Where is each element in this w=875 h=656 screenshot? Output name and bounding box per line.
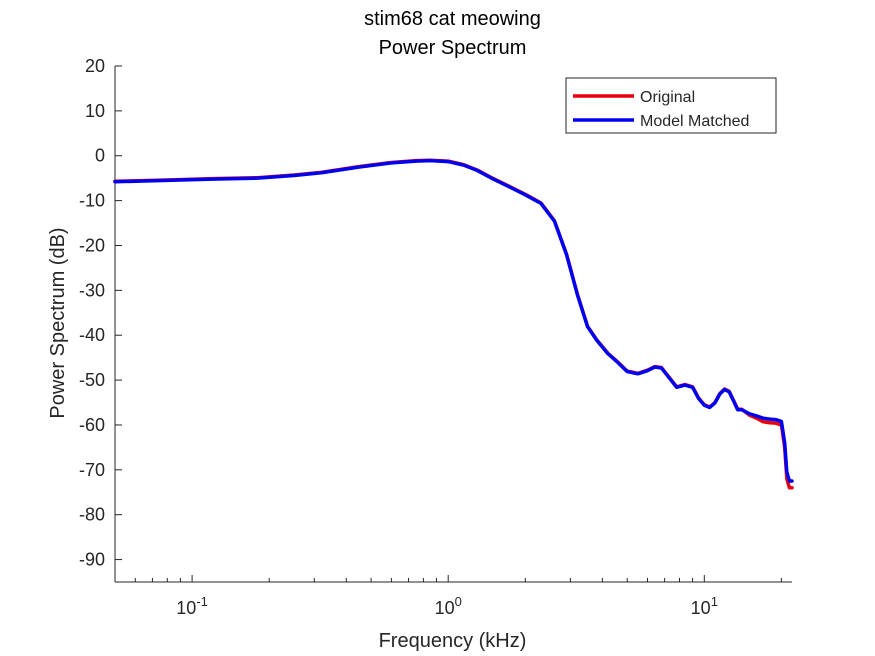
y-tick-label: -10 — [79, 191, 105, 211]
y-tick-label: -40 — [79, 325, 105, 345]
y-axis-label: Power Spectrum (dB) — [47, 227, 69, 419]
x-tick-label: 101 — [691, 594, 718, 618]
y-tick-label: 0 — [95, 146, 105, 166]
legend-box — [565, 77, 777, 134]
series-line-original — [113, 158, 794, 490]
y-tick-label: -90 — [79, 550, 105, 570]
y-tick-label: -70 — [79, 460, 105, 480]
y-tick-label: -60 — [79, 415, 105, 435]
chart-title: stim68 cat meowing — [364, 8, 541, 30]
series-group — [113, 158, 794, 490]
y-tick-label: -80 — [79, 505, 105, 525]
y-tick-label: -50 — [79, 370, 105, 390]
y-tick-label: -20 — [79, 235, 105, 255]
y-tick-label: -30 — [79, 280, 105, 300]
series-line-model-matched — [113, 158, 794, 483]
x-tick-label: 100 — [435, 594, 462, 618]
legend-entry: Original — [640, 89, 695, 106]
x-tick-label: 10-1 — [176, 594, 208, 618]
legend: Original Model Matched — [565, 77, 777, 134]
y-tick-label: 10 — [85, 101, 105, 121]
y-tick-label: 20 — [85, 56, 105, 76]
chart-subtitle: Power Spectrum — [378, 37, 527, 59]
x-axis-label: Frequency (kHz) — [378, 630, 527, 652]
legend-entry: Model Matched — [640, 113, 749, 130]
